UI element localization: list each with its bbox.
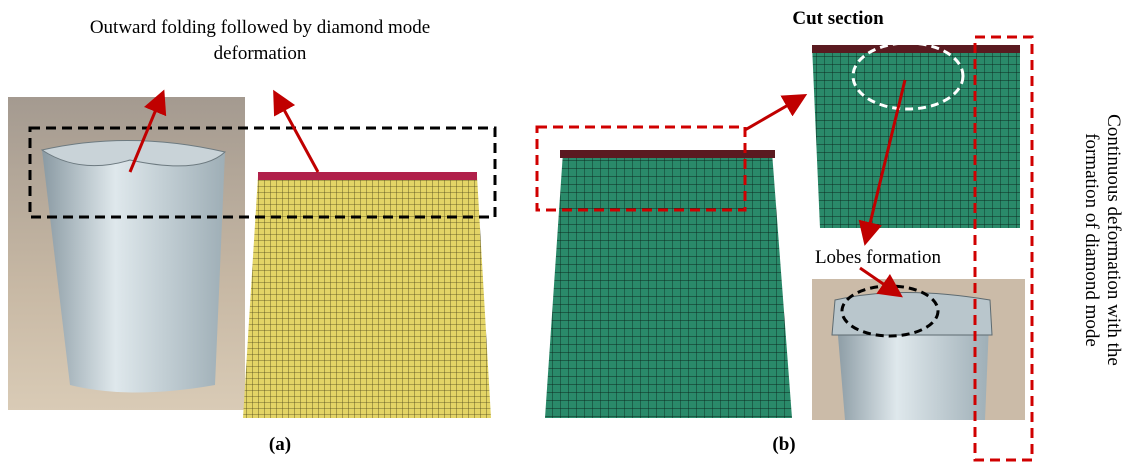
photo-a bbox=[8, 97, 245, 410]
side-annotation: Continuous deformation with the formatio… bbox=[1081, 114, 1124, 366]
panel-label: (a) bbox=[269, 434, 291, 455]
annotation: Lobes formation bbox=[815, 247, 942, 268]
arrow bbox=[745, 97, 802, 130]
photo-b bbox=[812, 279, 1025, 420]
panel-label: (b) bbox=[772, 434, 795, 455]
mesh-cut bbox=[812, 45, 1020, 228]
arrow bbox=[276, 95, 318, 172]
annotation: deformation bbox=[214, 43, 307, 64]
annotation: Outward folding followed by diamond mode bbox=[90, 17, 430, 38]
section-title: Cut section bbox=[792, 8, 884, 29]
annotation: Continuous deformation with the bbox=[1103, 114, 1124, 366]
figure: Outward folding followed by diamond mode… bbox=[0, 0, 1145, 467]
annotation: formation of diamond mode bbox=[1081, 133, 1102, 347]
mesh-yellow bbox=[243, 172, 491, 418]
mesh-green bbox=[545, 150, 792, 418]
